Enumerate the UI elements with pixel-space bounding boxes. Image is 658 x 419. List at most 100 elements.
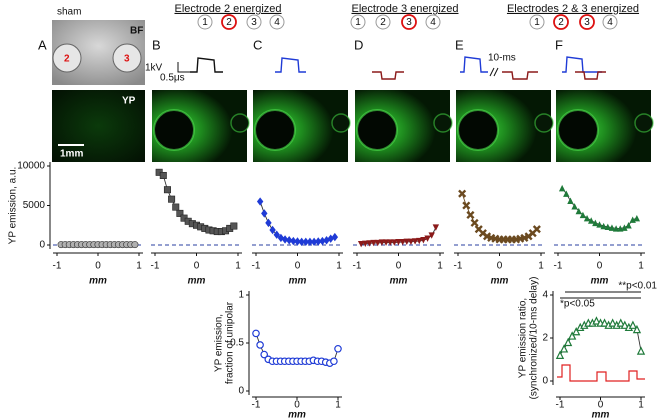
marker	[620, 320, 629, 329]
y-axis-label: (synchronized/10-ms delay)	[529, 277, 540, 400]
marker	[458, 189, 467, 198]
marker	[330, 357, 338, 366]
electrode-shadow	[433, 113, 453, 133]
marker	[331, 232, 339, 242]
y-tick-label: 2	[542, 333, 548, 344]
marker	[315, 237, 322, 246]
marker	[269, 225, 276, 235]
marker	[131, 241, 139, 249]
electrode-circle	[553, 14, 569, 30]
annotation: **p<0.01	[618, 281, 657, 292]
marker	[407, 238, 415, 246]
x-tick-label: -1	[454, 261, 463, 272]
fluorescence-image	[52, 90, 145, 162]
marker	[411, 238, 419, 245]
marker	[382, 239, 390, 246]
marker	[612, 225, 620, 232]
image-label: 1mm	[60, 149, 83, 160]
marker	[579, 211, 587, 219]
marker	[395, 239, 402, 246]
panel-letter: B	[152, 37, 161, 52]
marker	[608, 224, 616, 231]
marker	[370, 239, 377, 247]
electrode-circle	[425, 14, 441, 30]
marker	[298, 237, 305, 247]
electrode-shadow	[331, 113, 351, 133]
x-tick-label: -1	[252, 261, 261, 272]
y-tick-label: 4	[542, 290, 548, 301]
x-axis-label: mm	[491, 276, 509, 287]
photo-label: BF	[130, 26, 143, 37]
panel-letter: A	[38, 37, 47, 52]
marker	[572, 327, 581, 336]
y-axis-label: YP emission,	[214, 314, 225, 372]
marker	[466, 210, 475, 220]
x-axis-label: mm	[390, 276, 408, 287]
y-axis-label: YP emission ratio,	[518, 298, 529, 378]
electrode-disc	[112, 43, 142, 73]
electrode-circle	[197, 14, 213, 30]
marker	[362, 240, 369, 248]
marker	[583, 214, 591, 222]
marker	[260, 350, 269, 359]
x-tick-label: 1	[638, 261, 644, 272]
y-tick-label: 5000	[23, 200, 46, 211]
x-tick-label: -1	[53, 261, 62, 272]
y-tick-label: 0.5	[230, 338, 244, 349]
marker	[588, 217, 595, 224]
marker	[334, 344, 342, 353]
marker	[256, 341, 264, 349]
marker	[608, 318, 617, 327]
delay-label: 10-ms	[488, 53, 516, 64]
x-tick-label: 0	[497, 261, 503, 272]
marker	[172, 203, 180, 211]
x-axis-label: mm	[592, 410, 610, 419]
marker	[604, 223, 611, 231]
marker	[424, 235, 431, 242]
electrode-shadow	[557, 109, 599, 151]
marker	[399, 239, 406, 246]
header: Electrodes 2 & 3 energized	[507, 3, 639, 15]
electrode-shadow	[634, 113, 654, 133]
x-tick-label: -1	[554, 261, 563, 272]
marker	[621, 224, 628, 231]
marker	[290, 236, 297, 246]
annotation: *p<0.05	[560, 299, 595, 310]
marker	[281, 235, 289, 244]
marker	[416, 237, 423, 245]
electrode-circle	[350, 14, 366, 30]
electrode-number: 4	[430, 17, 436, 28]
electrode-number: 3	[406, 17, 412, 28]
marker	[387, 239, 394, 246]
electrode-number: 1	[355, 17, 361, 28]
x-tick-label: -1	[151, 261, 160, 272]
marker	[636, 346, 646, 355]
x-axis-label: mm	[288, 410, 306, 419]
marker	[252, 329, 260, 338]
marker	[176, 209, 184, 217]
marker	[532, 225, 541, 234]
fluorescence-images	[152, 90, 654, 162]
header: Electrode 3 energized	[351, 3, 458, 15]
marker	[563, 190, 570, 197]
y-tick-label: 0	[39, 240, 45, 251]
electrode-number: 1	[202, 17, 208, 28]
marker	[592, 316, 601, 325]
x-tick-label: 0	[396, 261, 402, 272]
marker	[628, 320, 638, 329]
x-tick-label: 0	[294, 400, 300, 411]
electrode-circle	[529, 14, 545, 30]
header: Electrode 2 energized	[174, 3, 281, 15]
panel-letter: C	[253, 37, 262, 52]
y-axis-label: fraction of unipolar	[225, 301, 236, 384]
marker	[306, 237, 314, 247]
electrode-disc	[52, 43, 82, 73]
electrode-indicators: 1 2 3 4 1 2 3 4 1 2 3 4	[197, 14, 618, 30]
electrode-shadow	[457, 109, 499, 151]
y-tick-label: 1	[238, 290, 244, 301]
electrode-circle	[602, 14, 618, 30]
marker	[600, 222, 607, 230]
electrode-shadow	[356, 109, 398, 151]
panel-letter: E	[455, 37, 464, 52]
